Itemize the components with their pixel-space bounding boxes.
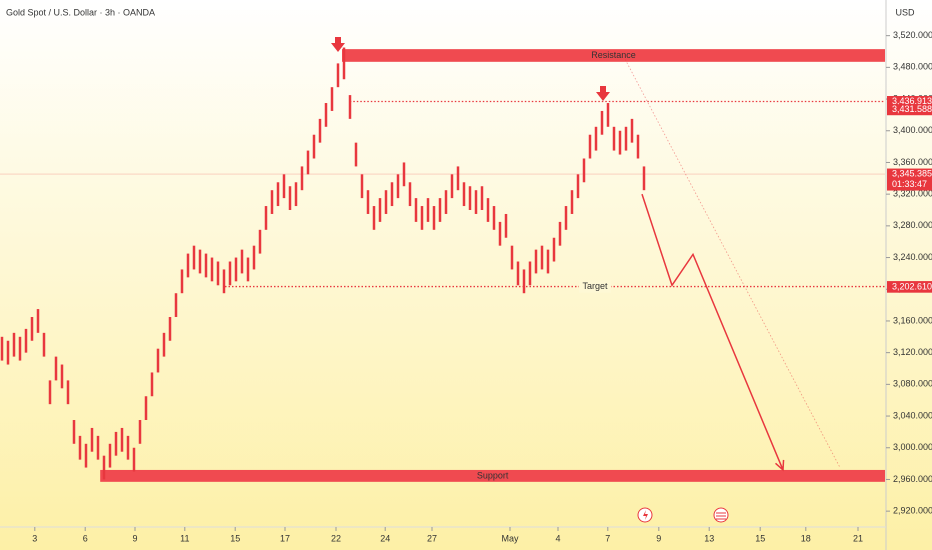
price-tag: 3,202.610 (887, 282, 932, 293)
y-tick-label: 2,960.000 (893, 474, 932, 484)
x-tick-label: 15 (230, 533, 240, 543)
currency: USD (895, 7, 915, 17)
x-tick-label: 11 (180, 533, 189, 543)
x-tick-label: 7 (605, 533, 610, 543)
y-tick-label: 3,040.000 (893, 410, 932, 420)
zone (100, 469, 885, 482)
x-tick-label: 27 (427, 533, 437, 543)
y-tick-label: 3,360.000 (893, 157, 932, 167)
x-tick-label: 9 (656, 533, 661, 543)
x-tick-label: 15 (755, 533, 765, 543)
price-tag-label: 3,431.588 (892, 104, 932, 114)
y-tick-label: 3,320.000 (893, 189, 932, 199)
x-tick-label: 3 (32, 533, 37, 543)
zone-label: Resistance (591, 50, 636, 60)
y-tick-label: 3,240.000 (893, 252, 932, 262)
x-tick-label: 24 (380, 533, 390, 543)
down-arrow (596, 86, 610, 101)
x-tick-label: May (501, 533, 519, 543)
x-tick-label: 21 (853, 533, 863, 543)
x-tick-label: 9 (132, 533, 137, 543)
projection-path (641, 193, 784, 471)
price-tag-bg (887, 104, 932, 116)
chart-title: Gold Spot / U.S. Dollar · 3h · OANDA (6, 7, 155, 17)
x-tick-label: 18 (801, 533, 811, 543)
x-tick-label: 4 (555, 533, 560, 543)
price-tag-label: 3,202.610 (892, 282, 932, 292)
y-tick-label: 3,080.000 (893, 379, 932, 389)
price-tag-bg (887, 168, 932, 191)
price-tag-label: 3,436.913 (892, 96, 932, 106)
projection-arrowhead (775, 459, 785, 472)
price-tag: 3,436.913 (887, 96, 932, 108)
event-icon-glyph (716, 512, 726, 520)
y-tick-label: 2,920.000 (893, 506, 932, 516)
event-icon[interactable] (713, 507, 729, 523)
y-tick-label: 3,160.000 (893, 315, 932, 325)
y-tick-label: 3,120.000 (893, 347, 932, 357)
y-tick-label: 3,400.000 (893, 125, 932, 135)
level-label: Target (582, 281, 608, 291)
x-tick-label: 6 (83, 533, 88, 543)
price-tag-bg (887, 96, 932, 108)
event-icon-glyph (643, 510, 648, 520)
price-tag-countdown: 01:33:47 (892, 179, 927, 189)
price-tag-bg (887, 281, 932, 293)
zone-label: Support (477, 470, 509, 480)
level-label-bg (579, 280, 611, 293)
zone (342, 49, 885, 62)
y-tick-label: 3,280.000 (893, 220, 932, 230)
y-tick-label: 3,000.000 (893, 442, 932, 452)
y-tick-label: 3,480.000 (893, 62, 932, 72)
price-tag-label: 3,345.385 (892, 168, 932, 178)
down-arrow (331, 37, 345, 52)
price-tag: 3,431.588 (887, 104, 932, 116)
x-tick-label: 22 (331, 533, 341, 543)
x-tick-label: 13 (704, 533, 714, 543)
x-tick-label: 17 (280, 533, 290, 543)
y-tick-label: 3,520.000 (893, 30, 932, 40)
